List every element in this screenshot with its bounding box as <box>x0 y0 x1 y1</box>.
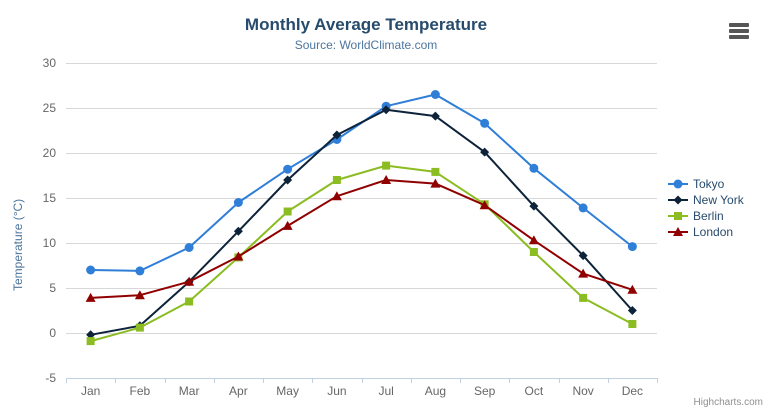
legend-label-berlin: Berlin <box>693 208 724 223</box>
data-point-london <box>578 268 589 278</box>
y-axis-tick-label: 15 <box>43 191 57 205</box>
y-axis-tick-label: -5 <box>45 371 56 385</box>
data-point-tokyo <box>529 163 539 173</box>
series-line-new-york <box>89 108 634 336</box>
hamburger-bar <box>729 29 749 33</box>
x-axis-tick-label: Nov <box>572 384 593 398</box>
data-point-berlin <box>579 293 588 302</box>
data-point-new-york <box>233 226 243 236</box>
x-axis-tick-label: Aug <box>425 384 446 398</box>
data-point-new-york <box>430 111 440 121</box>
x-axis-tick-label: Jul <box>378 384 393 398</box>
chart-subtitle: Source: WorldClimate.com <box>294 38 438 52</box>
data-point-london <box>85 292 96 302</box>
series-new-york <box>86 105 637 340</box>
x-axis-tick-label: Sep <box>474 384 496 398</box>
x-axis-tick-label: May <box>276 384 299 398</box>
data-point-tokyo <box>86 265 96 275</box>
y-axis-tick-label: 20 <box>43 146 57 160</box>
legend-marker-diamond-icon <box>668 195 688 204</box>
data-point-berlin <box>332 176 341 184</box>
y-axis-title: Temperature (°C) <box>11 198 25 291</box>
legend-marker-square-icon <box>668 211 688 220</box>
data-point-new-york <box>480 147 490 157</box>
data-point-london <box>184 276 195 286</box>
data-point-london <box>528 235 539 245</box>
data-point-tokyo <box>184 243 194 252</box>
legend-item-new-york[interactable]: New York <box>668 192 744 207</box>
data-point-london <box>430 178 441 188</box>
data-point-new-york <box>283 175 293 185</box>
legend-marker-circle-icon <box>668 179 688 188</box>
data-point-new-york <box>381 105 391 115</box>
data-point-berlin <box>86 337 95 346</box>
data-point-berlin <box>382 161 391 170</box>
data-point-berlin <box>135 323 144 332</box>
data-point-tokyo <box>627 242 637 252</box>
data-point-new-york <box>578 251 588 261</box>
data-point-berlin <box>431 167 440 176</box>
data-point-london <box>233 251 244 261</box>
data-point-berlin <box>185 297 194 306</box>
data-point-tokyo <box>283 164 293 174</box>
series-line-berlin <box>89 164 634 343</box>
x-axis-tick-label: Mar <box>179 384 200 398</box>
data-point-tokyo <box>430 90 440 99</box>
data-point-tokyo <box>578 203 588 213</box>
data-point-tokyo <box>480 118 490 128</box>
series-line-tokyo <box>89 93 634 272</box>
legend: Tokyo New York Berlin London <box>668 176 744 239</box>
legend-item-berlin[interactable]: Berlin <box>668 208 744 223</box>
data-point-berlin <box>529 248 538 256</box>
y-axis-tick-label: 30 <box>43 56 57 70</box>
data-point-london <box>627 284 638 294</box>
data-point-berlin <box>628 320 637 328</box>
y-axis-tick-label: 0 <box>49 326 56 340</box>
x-axis-tick-label: Apr <box>229 384 248 398</box>
data-point-london <box>134 290 145 300</box>
data-point-berlin <box>283 207 292 216</box>
data-point-new-york <box>627 306 637 315</box>
x-axis-tick-label: Dec <box>622 384 643 398</box>
x-axis-tick-label: Jan <box>81 384 100 398</box>
legend-label-london: London <box>693 224 734 239</box>
data-point-new-york <box>529 201 539 211</box>
series-line-london <box>89 179 634 299</box>
legend-label-new-york: New York <box>693 192 744 207</box>
x-axis-tick-label: Oct <box>525 384 544 398</box>
legend-label-tokyo: Tokyo <box>693 176 725 191</box>
series-tokyo <box>86 90 637 276</box>
data-point-new-york <box>86 330 96 340</box>
legend-marker-triangle-icon <box>668 226 688 236</box>
hamburger-bar <box>729 23 749 27</box>
legend-item-tokyo[interactable]: Tokyo <box>668 176 744 191</box>
data-point-london <box>381 175 392 184</box>
data-point-london <box>282 220 293 230</box>
y-axis-tick-label: 10 <box>43 236 57 250</box>
data-point-tokyo <box>135 266 145 276</box>
y-axis-tick-label: 25 <box>43 101 57 115</box>
y-axis-tick-label: 5 <box>49 281 56 295</box>
x-axis-tick-label: Feb <box>130 384 151 398</box>
legend-item-london[interactable]: London <box>668 224 744 239</box>
highcharts-credits-link[interactable]: Highcharts.com <box>693 397 763 408</box>
hamburger-menu-icon[interactable] <box>727 21 751 41</box>
hamburger-bar <box>729 35 749 39</box>
x-axis-tick-label: Jun <box>327 384 346 398</box>
data-point-tokyo <box>233 198 243 207</box>
series-london <box>85 175 638 302</box>
data-point-new-york <box>332 130 342 140</box>
chart-title: Monthly Average Temperature <box>244 15 488 34</box>
data-point-london <box>479 200 490 210</box>
data-point-london <box>331 191 342 201</box>
